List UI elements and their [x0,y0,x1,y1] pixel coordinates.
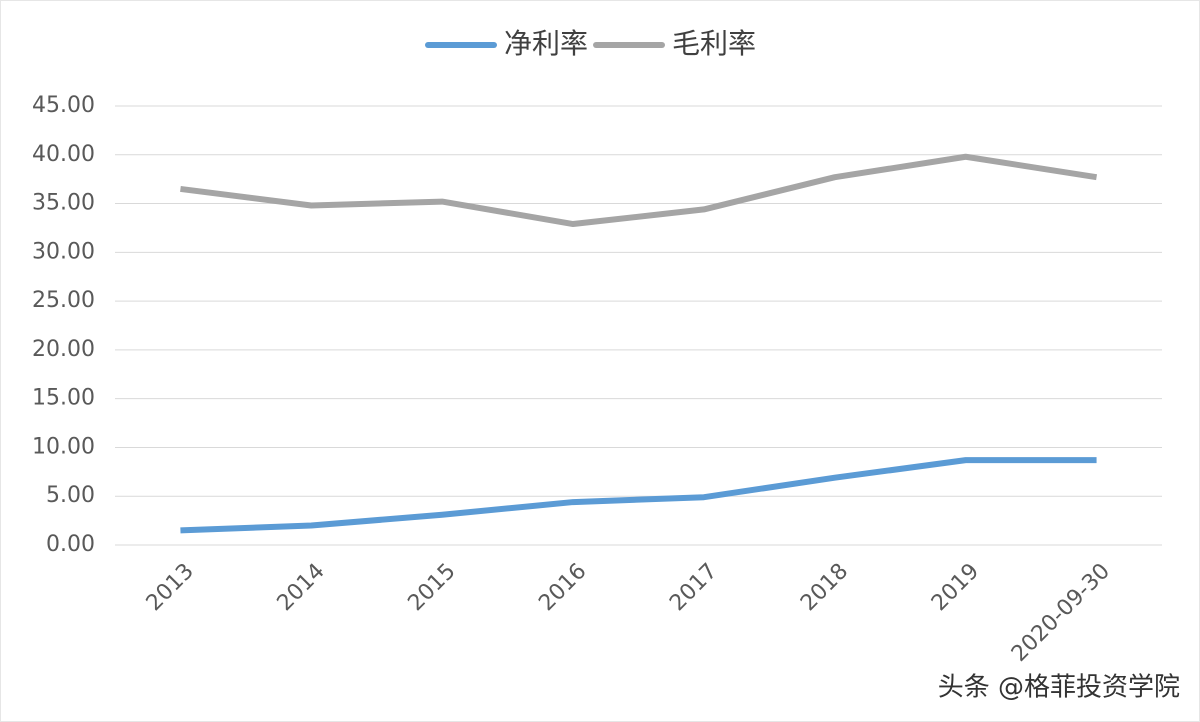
y-tick-label: 10.00 [32,434,95,459]
y-tick-label: 5.00 [46,483,95,508]
series-line [180,457,1097,534]
y-tick-label: 40.00 [32,142,95,167]
y-tick-label: 15.00 [32,386,95,411]
y-tick-label: 45.00 [32,93,95,118]
watermark: 头条 @格菲投资学院 [938,673,1180,703]
y-tick-label: 0.00 [46,532,95,557]
y-tick-label: 25.00 [32,288,95,313]
legend-label: 净利率 [504,27,588,60]
y-tick-label: 35.00 [32,191,95,216]
y-tick-label: 30.00 [32,239,95,264]
y-tick-label: 20.00 [32,337,95,362]
series-line [180,153,1098,228]
legend-label: 毛利率 [672,27,756,60]
